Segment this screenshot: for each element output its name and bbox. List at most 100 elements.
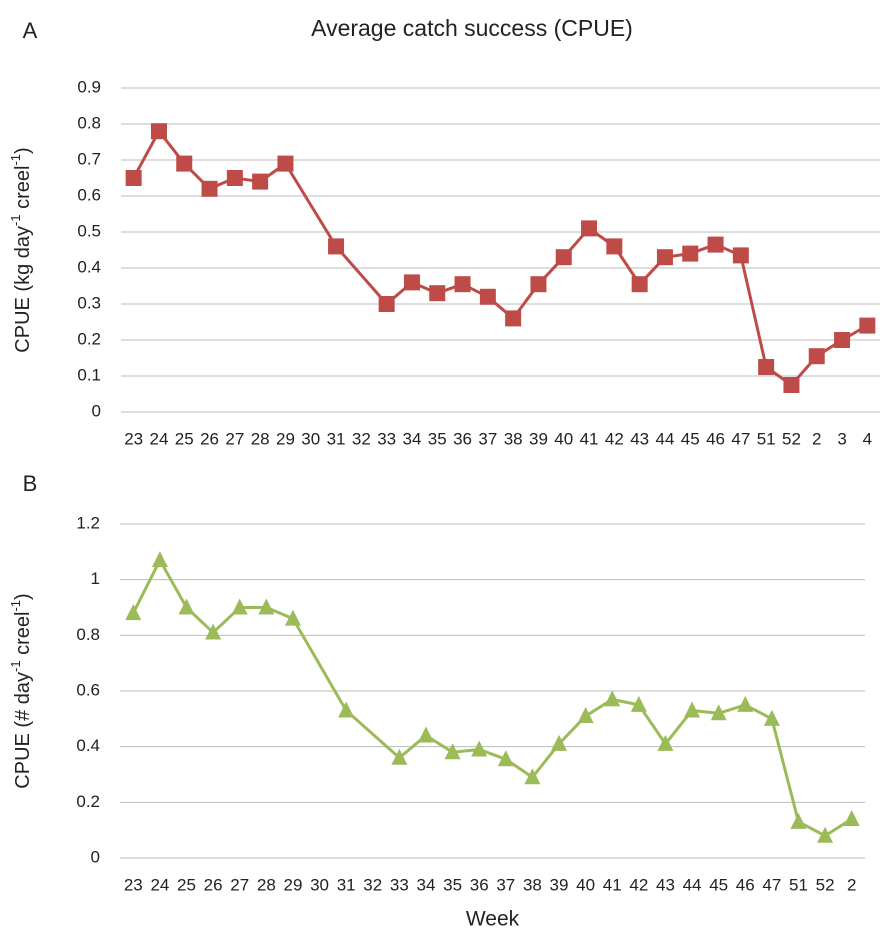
y-tick-label: 0.2 bbox=[76, 792, 100, 811]
marker bbox=[391, 748, 408, 765]
x-tick-label: 35 bbox=[428, 429, 447, 448]
x-tick-label: 51 bbox=[789, 875, 808, 894]
label-part: CPUE (# day bbox=[12, 672, 34, 789]
x-tick-label: 37 bbox=[478, 429, 497, 448]
line-segment bbox=[291, 617, 348, 712]
x-tick-label: 51 bbox=[757, 429, 776, 448]
line-segment bbox=[334, 245, 388, 305]
x-tick-label: 44 bbox=[683, 875, 702, 894]
y-tick-label: 0.4 bbox=[77, 257, 101, 276]
marker bbox=[497, 750, 514, 767]
x-tick-label: 45 bbox=[709, 875, 728, 894]
x-tick-label: 2 bbox=[847, 875, 856, 894]
y-tick-label: 0.8 bbox=[76, 625, 100, 644]
marker bbox=[417, 726, 434, 743]
x-tick-label: 27 bbox=[225, 429, 244, 448]
marker bbox=[763, 709, 780, 726]
superscript: -1 bbox=[8, 660, 23, 672]
line-segment bbox=[739, 255, 768, 368]
superscript: -1 bbox=[8, 600, 23, 612]
marker bbox=[732, 247, 749, 264]
x-tick-label: 41 bbox=[603, 875, 622, 894]
y-tick-label: 0 bbox=[91, 847, 100, 866]
marker bbox=[277, 155, 294, 172]
x-tick-label: 30 bbox=[310, 875, 329, 894]
superscript: -1 bbox=[8, 214, 23, 226]
marker bbox=[859, 317, 876, 334]
marker bbox=[226, 170, 243, 186]
x-tick-label: 38 bbox=[504, 429, 523, 448]
panel-label: A bbox=[23, 18, 38, 43]
marker bbox=[808, 348, 825, 365]
x-tick-label: 40 bbox=[576, 875, 595, 894]
marker bbox=[338, 701, 355, 718]
x-tick-label: 29 bbox=[283, 875, 302, 894]
marker bbox=[151, 551, 168, 568]
x-tick-label: 2 bbox=[812, 429, 821, 448]
label-part: ) bbox=[12, 147, 34, 154]
marker bbox=[758, 359, 775, 375]
marker bbox=[657, 734, 674, 751]
line-segment bbox=[158, 559, 188, 609]
marker bbox=[790, 812, 807, 829]
x-tick-label: 47 bbox=[731, 429, 750, 448]
marker bbox=[581, 220, 598, 237]
marker bbox=[231, 598, 248, 615]
marker bbox=[444, 743, 461, 760]
x-tick-label: 25 bbox=[177, 875, 196, 894]
chart-title: Average catch success (CPUE) bbox=[311, 15, 633, 41]
line-segment bbox=[345, 709, 401, 759]
label-part: creel bbox=[12, 166, 34, 215]
y-tick-label: 1.2 bbox=[76, 513, 100, 532]
x-tick-label: 23 bbox=[124, 875, 143, 894]
x-tick-label: 34 bbox=[402, 429, 421, 448]
marker bbox=[817, 826, 834, 843]
x-tick-label: 25 bbox=[175, 429, 194, 448]
x-tick-label: 24 bbox=[150, 875, 169, 894]
marker bbox=[479, 288, 496, 305]
marker bbox=[328, 238, 345, 255]
label-part: creel bbox=[12, 612, 34, 661]
marker bbox=[403, 274, 420, 291]
line-segment bbox=[131, 559, 162, 614]
x-tick-label: 38 bbox=[523, 875, 542, 894]
marker bbox=[125, 170, 142, 186]
x-tick-label: 42 bbox=[605, 429, 624, 448]
marker bbox=[530, 276, 547, 293]
x-axis-label: Week bbox=[466, 908, 520, 931]
x-tick-label: 23 bbox=[124, 429, 143, 448]
x-tick-label: 4 bbox=[863, 429, 872, 448]
marker bbox=[737, 695, 754, 712]
x-tick-label: 33 bbox=[377, 429, 396, 448]
marker bbox=[125, 604, 142, 621]
marker bbox=[178, 598, 195, 615]
x-tick-label: 27 bbox=[230, 875, 249, 894]
x-tick-label: 37 bbox=[496, 875, 515, 894]
x-tick-label: 32 bbox=[352, 429, 371, 448]
marker bbox=[710, 704, 727, 721]
x-tick-label: 29 bbox=[276, 429, 295, 448]
x-tick-label: 30 bbox=[301, 429, 320, 448]
marker bbox=[378, 296, 395, 312]
y-tick-label: 0.7 bbox=[77, 149, 101, 168]
y-tick-label: 0.9 bbox=[77, 77, 101, 96]
y-tick-label: 0.5 bbox=[77, 221, 101, 240]
x-tick-label: 33 bbox=[390, 875, 409, 894]
x-tick-label: 28 bbox=[251, 429, 270, 448]
marker bbox=[284, 609, 301, 626]
y-tick-label: 0.4 bbox=[76, 736, 100, 755]
marker bbox=[783, 377, 800, 393]
marker bbox=[454, 276, 471, 293]
x-tick-label: 39 bbox=[550, 875, 569, 894]
marker bbox=[631, 276, 648, 293]
marker bbox=[555, 249, 572, 266]
marker bbox=[201, 180, 218, 197]
marker bbox=[524, 768, 541, 785]
x-tick-label: 40 bbox=[554, 429, 573, 448]
x-tick-label: 31 bbox=[337, 875, 356, 894]
y-tick-label: 0.6 bbox=[77, 185, 101, 204]
x-tick-label: 28 bbox=[257, 875, 276, 894]
x-tick-label: 26 bbox=[204, 875, 223, 894]
x-tick-label: 43 bbox=[656, 875, 675, 894]
